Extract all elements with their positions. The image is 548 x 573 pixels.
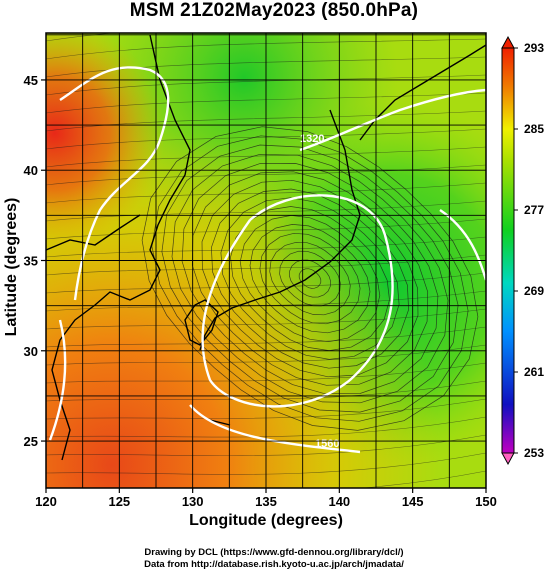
streamline (269, 241, 351, 316)
streamline (46, 380, 486, 402)
streamline (46, 110, 486, 132)
colorbar: 253 261 269 277 285 293 (501, 35, 544, 466)
streamline (46, 128, 486, 150)
x-tick-label: 145 (402, 494, 424, 509)
streamline (46, 146, 486, 168)
streamline (171, 153, 449, 404)
streamline (46, 254, 486, 276)
x-ticks: 120 125 130 135 140 145 150 (35, 488, 497, 509)
streamline (46, 56, 486, 78)
streamline (141, 126, 479, 431)
y-axis-label: Latitude (degrees) (3, 197, 20, 337)
contours (48, 66, 486, 454)
colorbar-tick-label: 277 (524, 203, 544, 217)
streamline (46, 236, 486, 258)
streamline (46, 182, 486, 204)
streamline (46, 74, 486, 96)
colorbar-tick-label: 253 (524, 446, 544, 460)
streamline (289, 259, 331, 298)
y-tick-label: 25 (24, 434, 38, 449)
streamline (46, 452, 486, 475)
x-tick-label: 130 (182, 494, 204, 509)
x-axis-label: Longitude (degrees) (189, 512, 343, 529)
x-tick-label: 125 (108, 494, 130, 509)
credit-data: Data from http://database.rish.kyoto-u.a… (144, 559, 404, 570)
streamline (46, 326, 486, 348)
colorbar-tick-label: 293 (524, 41, 544, 55)
y-tick-label: 30 (24, 344, 38, 359)
map-title: MSM 21Z02May2023 (850.0hPa) (129, 0, 419, 21)
streamline (211, 188, 409, 369)
streamline (46, 92, 486, 114)
lat-lon-grid (46, 33, 486, 488)
y-ticks: 25 30 35 40 45 (24, 73, 46, 449)
x-tick-label: 150 (475, 494, 497, 509)
streamline (46, 38, 486, 60)
credit-drawing: Drawing by DCL (https://www.gfd-dennou.o… (144, 547, 404, 558)
colorbar-tick-label: 285 (524, 122, 544, 136)
streamline (151, 135, 469, 422)
streamline (46, 272, 486, 294)
streamline (46, 434, 486, 457)
streamline (46, 398, 486, 420)
streamline (46, 164, 486, 186)
contour-label: 1320 (300, 133, 324, 145)
y-tick-label: 40 (24, 163, 38, 178)
streamline (46, 416, 486, 438)
y-tick-label: 35 (24, 254, 38, 269)
streamline (46, 308, 486, 330)
temperature-field: 1320 1560 (46, 33, 486, 488)
streamline (359, 470, 486, 488)
colorbar-tick-label: 269 (524, 284, 544, 298)
y-tick-label: 45 (24, 73, 38, 88)
streamline (46, 344, 486, 366)
x-tick-label: 120 (35, 494, 57, 509)
x-tick-label: 135 (255, 494, 277, 509)
colorbar-tick-label: 261 (524, 365, 544, 379)
x-tick-label: 140 (328, 494, 350, 509)
streamline (46, 362, 486, 384)
contour-label: 1560 (315, 438, 339, 450)
streamline (191, 171, 429, 386)
